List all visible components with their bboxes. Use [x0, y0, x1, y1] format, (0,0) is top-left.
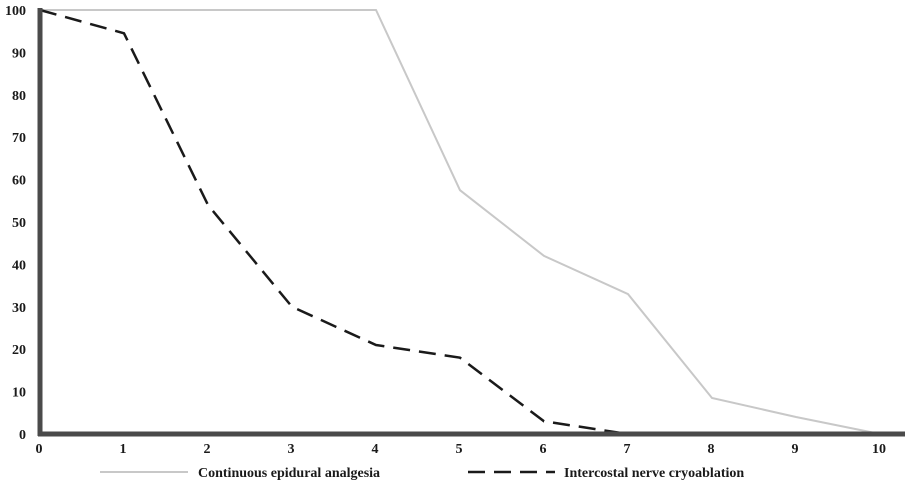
x-axis-tick-labels: 0 1 2 3 4 5 6 7 8 9 10: [36, 442, 887, 457]
y-tick-label: 60: [12, 174, 26, 189]
y-tick-label: 0: [19, 428, 26, 443]
y-tick-label: 100: [5, 4, 26, 19]
x-tick-label: 5: [456, 442, 463, 457]
x-tick-label: 1: [120, 442, 127, 457]
series-line-epidural: [40, 9, 881, 435]
y-tick-label: 90: [12, 46, 26, 61]
y-tick-label: 30: [12, 301, 26, 316]
x-tick-label: 4: [372, 442, 379, 457]
x-tick-label: 6: [540, 442, 547, 457]
y-tick-label: 70: [12, 131, 26, 146]
legend-label: Continuous epidural analgesia: [198, 466, 380, 481]
series-line-cryoablation: [39, 8, 629, 436]
x-tick-label: 0: [36, 442, 43, 457]
series-lines: [39, 8, 881, 436]
x-tick-label: 2: [204, 442, 211, 457]
y-tick-label: 50: [12, 216, 26, 231]
x-tick-label: 10: [872, 442, 886, 457]
y-tick-label: 20: [12, 343, 26, 358]
x-tick-label: 3: [288, 442, 295, 457]
y-tick-label: 10: [12, 386, 26, 401]
y-axis-tick-labels: 0 10 20 30 40 50 60 70 80 90 100: [5, 4, 26, 443]
x-tick-label: 9: [792, 442, 799, 457]
legend-label: Intercostal nerve cryoablation: [564, 466, 744, 481]
y-tick-label: 80: [12, 89, 26, 104]
x-tick-label: 8: [708, 442, 715, 457]
legend: Continuous epidural analgesia Intercostal…: [100, 466, 744, 481]
y-tick-label: 40: [12, 258, 26, 273]
x-tick-label: 7: [624, 442, 631, 457]
